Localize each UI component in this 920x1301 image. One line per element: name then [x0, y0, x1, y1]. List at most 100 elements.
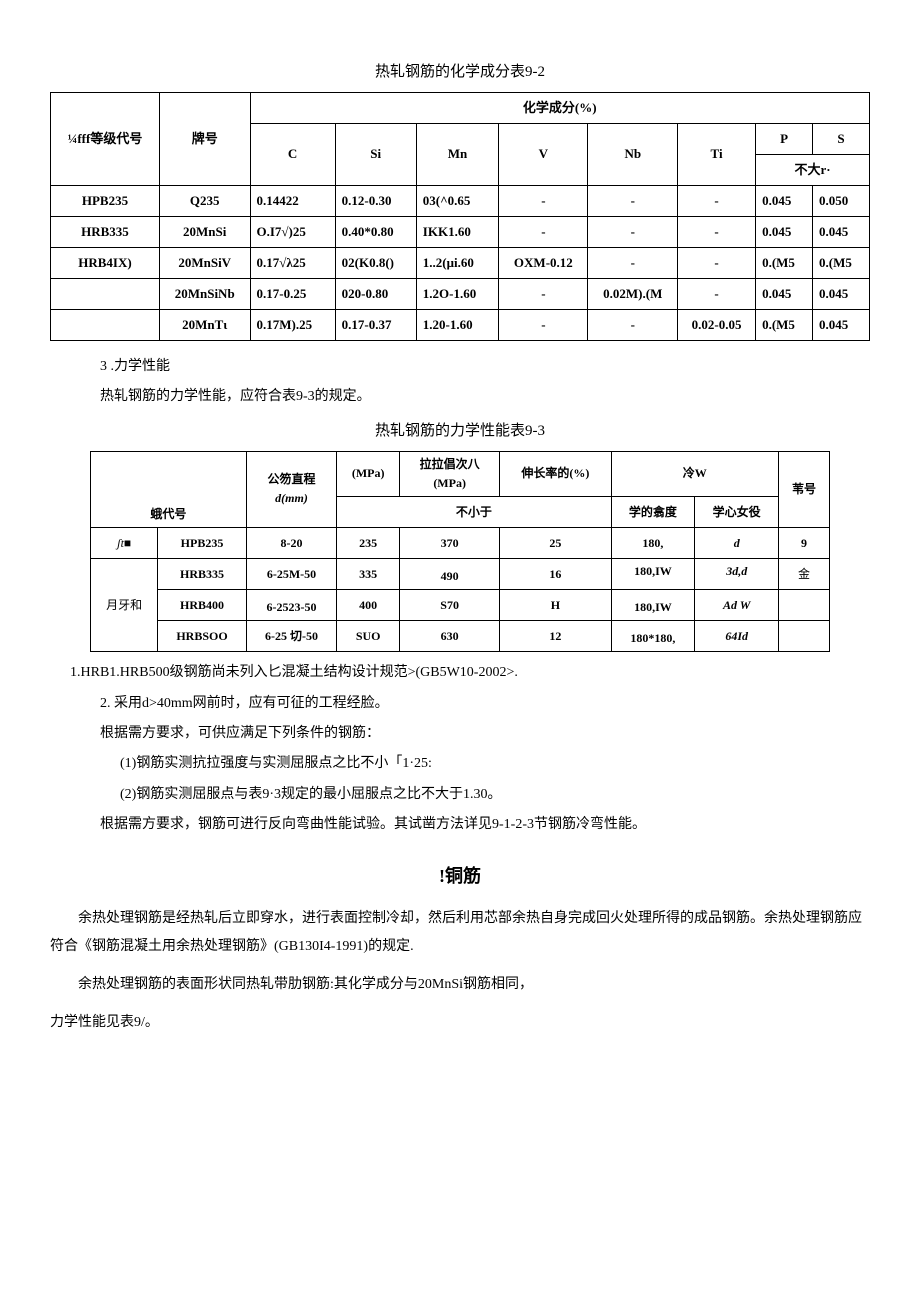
col-p: P [756, 124, 813, 155]
cell: 20MnSi [159, 217, 250, 248]
cell: H [500, 590, 611, 621]
cell: 0.045 [813, 310, 870, 341]
table-row: HRB4IX) 20MnSiV 0.17√λ25 02(K0.8() 1..2(… [51, 248, 870, 279]
body-para-3: 力学性能见表9/。 [50, 1009, 870, 1037]
col-ps-sub: 不大r· [756, 155, 870, 186]
cell: - [588, 186, 678, 217]
col-diam: 公笏直程d(mm) [246, 451, 337, 527]
table-row: HRB335 20MnSi O.I7√)25 0.40*0.80 IKK1.60… [51, 217, 870, 248]
cell: 0.12-0.30 [335, 186, 416, 217]
cell: ʃt■ [91, 528, 158, 559]
cell: - [499, 310, 588, 341]
cell: 0.050 [813, 186, 870, 217]
cell: - [499, 186, 588, 217]
col-grade: ¼fff等级代号 [51, 93, 160, 186]
cell: 630 [400, 621, 500, 652]
cell: S70 [400, 590, 500, 621]
section-3-heading: 3 .力学性能 [50, 356, 870, 378]
cell: 0.045 [756, 217, 813, 248]
col-mpa1: (MPa) [337, 451, 400, 496]
cell: - [678, 279, 756, 310]
body-para-2: 余热处理钢筋的表面形状同热轧带肋钢筋:其化学成分与20MnSi钢筋相同， [50, 971, 870, 999]
col-si: Si [335, 124, 416, 186]
cell [51, 310, 160, 341]
table-row: HPB235 Q235 0.14422 0.12-0.30 03(^0.65 -… [51, 186, 870, 217]
table1-caption: 热轧钢筋的化学成分表9-2 [50, 60, 870, 84]
col-cold2: 学心女役 [695, 497, 779, 528]
table-row: ʃt■ HPB235 8-20 235 370 25 180, d 9 [91, 528, 830, 559]
cell: 370 [400, 528, 500, 559]
col-s: S [813, 124, 870, 155]
cell: - [499, 217, 588, 248]
cell: 180*180, [611, 621, 695, 652]
cell: 0.02-0.05 [678, 310, 756, 341]
cell: 0.045 [813, 279, 870, 310]
cell: SUO [337, 621, 400, 652]
cell: HPB235 [158, 528, 246, 559]
cell: 180,IW [611, 559, 695, 590]
cell: 12 [500, 621, 611, 652]
cell: - [588, 310, 678, 341]
cell: HPB235 [51, 186, 160, 217]
cell: 8-20 [246, 528, 337, 559]
cell: - [678, 248, 756, 279]
cell: 0.045 [756, 186, 813, 217]
note-1: 1.HRB1.HRB500级钢筋尚未列入匕混凝土结构设计规范>(GB5W10-2… [50, 662, 870, 684]
cell: 1.2O-1.60 [416, 279, 498, 310]
cell: 1..2(μi.60 [416, 248, 498, 279]
cell: 490 [400, 559, 500, 590]
col-mn: Mn [416, 124, 498, 186]
cell: O.I7√)25 [250, 217, 335, 248]
col-last: 苇号 [779, 451, 830, 527]
cell [779, 590, 830, 621]
cell: 0.17√λ25 [250, 248, 335, 279]
cell: HRB4IX) [51, 248, 160, 279]
cell [51, 279, 160, 310]
cell: - [678, 217, 756, 248]
cell: HRB400 [158, 590, 246, 621]
cell: 6-25M-50 [246, 559, 337, 590]
body-para-1: 余热处理钢筋是经热轧后立即穿水，进行表面控制冷却，然后利用芯部余热自身完成回火处… [50, 905, 870, 961]
cell [779, 621, 830, 652]
table-row: 月牙和 HRB335 6-25M-50 335 490 16 180,IW 3d… [91, 559, 830, 590]
col-cold: 冷W [611, 451, 779, 496]
col-elong: 伸长率的(%) [500, 451, 611, 496]
note-4: (1)钢筋实测抗拉强度与实测屈服点之比不小「1·25: [50, 753, 870, 775]
col-cold1: 学的翕度 [611, 497, 695, 528]
cell: 02(K0.8() [335, 248, 416, 279]
col-mpa2: 拉拉倡次八(MPa) [400, 451, 500, 496]
table-9-2: ¼fff等级代号 牌号 化学成分(%) C Si Mn V Nb Ti P S … [50, 92, 870, 341]
cell: 20MnSiNb [159, 279, 250, 310]
table-row: 20MnSiNb 0.17-0.25 020-0.80 1.2O-1.60 - … [51, 279, 870, 310]
cell: - [588, 217, 678, 248]
cell: 0.14422 [250, 186, 335, 217]
cell: 335 [337, 559, 400, 590]
note-5: (2)钢筋实测屈服点与表9·3规定的最小屈服点之比不大于1.30。 [50, 784, 870, 806]
col-c: C [250, 124, 335, 186]
cell: 235 [337, 528, 400, 559]
col-notless: 不小于 [337, 497, 611, 528]
cell: 月牙和 [91, 559, 158, 652]
note-2: 2. 采用d>40mm网前时，应有可征的工程经脸。 [50, 693, 870, 715]
cell: 20MnSiV [159, 248, 250, 279]
table-9-3: 蛾代号 公笏直程d(mm) (MPa) 拉拉倡次八(MPa) 伸长率的(%) 冷… [90, 451, 830, 652]
subsection-heading: !铜筋 [50, 862, 870, 891]
cell: HRBSOO [158, 621, 246, 652]
section-3-para: 热轧钢筋的力学性能，应符合表9-3的规定。 [50, 386, 870, 408]
cell: d [695, 528, 779, 559]
cell: 6-2523-50 [246, 590, 337, 621]
cell: 25 [500, 528, 611, 559]
cell: 0.17M).25 [250, 310, 335, 341]
col-nb: Nb [588, 124, 678, 186]
col-ti: Ti [678, 124, 756, 186]
cell: 9 [779, 528, 830, 559]
cell: 3d,d [695, 559, 779, 590]
cell: 180,IW [611, 590, 695, 621]
cell: HRB335 [158, 559, 246, 590]
cell: 0.(M5 [813, 248, 870, 279]
cell: - [499, 279, 588, 310]
col-v: V [499, 124, 588, 186]
note-3: 根据需方要求，可供应满足下列条件的钢筋： [50, 723, 870, 745]
cell: IKK1.60 [416, 217, 498, 248]
table-row: 20MnTι 0.17M).25 0.17-0.37 1.20-1.60 - -… [51, 310, 870, 341]
